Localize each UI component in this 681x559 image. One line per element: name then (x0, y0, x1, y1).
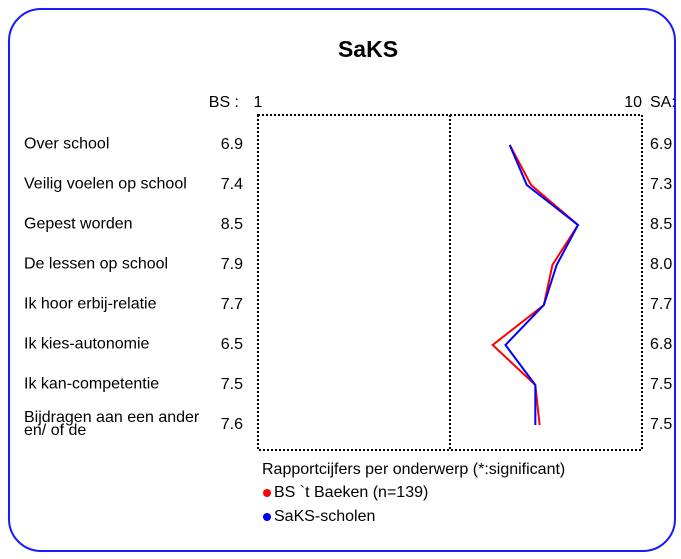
category-label: Gepest worden (24, 215, 133, 233)
value-label: 7.6 (221, 416, 243, 433)
legend-marker (263, 513, 271, 521)
series-line (504, 144, 580, 425)
category-label: Ik hoor erbij-relatie (24, 295, 157, 313)
value-label: 7.5 (221, 376, 243, 393)
chart-title: SaKS (338, 36, 398, 62)
series-line (491, 144, 580, 426)
x-tick-label: 1 (254, 94, 263, 111)
value-label: 7.9 (221, 256, 243, 273)
category-label: Ik kies-autonomie (24, 335, 150, 353)
category-label: Over school (24, 135, 110, 153)
legend-marker (263, 489, 271, 497)
value-label: 8.5 (221, 216, 243, 233)
category-label: Bijdragen aan een ander en/ of de (24, 409, 200, 439)
category-label: De lessen op school (24, 255, 169, 273)
legend-label: BS `t Baeken (n=139) (274, 484, 428, 501)
left-header: BS : (209, 94, 239, 111)
value-label: 7.7 (221, 296, 243, 313)
right-header: SA: (650, 94, 676, 111)
value-label: 7.3 (650, 176, 672, 193)
value-label: 7.7 (650, 296, 672, 313)
value-label: 6.9 (650, 136, 672, 153)
value-label: 8.0 (650, 256, 672, 273)
value-label: 6.8 (650, 336, 672, 353)
panel (8, 8, 676, 552)
value-label: 7.5 (650, 416, 672, 433)
value-label: 6.5 (221, 336, 243, 353)
category-label: Ik kan-competentie (24, 375, 160, 393)
value-label: 7.5 (650, 376, 672, 393)
value-label: 8.5 (650, 216, 672, 233)
value-label: 6.9 (221, 136, 243, 153)
category-label: Veilig voelen op school (24, 175, 187, 193)
x-axis-label: Rapportcijfers per onderwerp (*:signific… (262, 461, 565, 478)
x-tick-label: 10 (624, 94, 642, 111)
legend-label: SaKS-scholen (274, 508, 375, 525)
value-label: 7.4 (221, 176, 243, 193)
